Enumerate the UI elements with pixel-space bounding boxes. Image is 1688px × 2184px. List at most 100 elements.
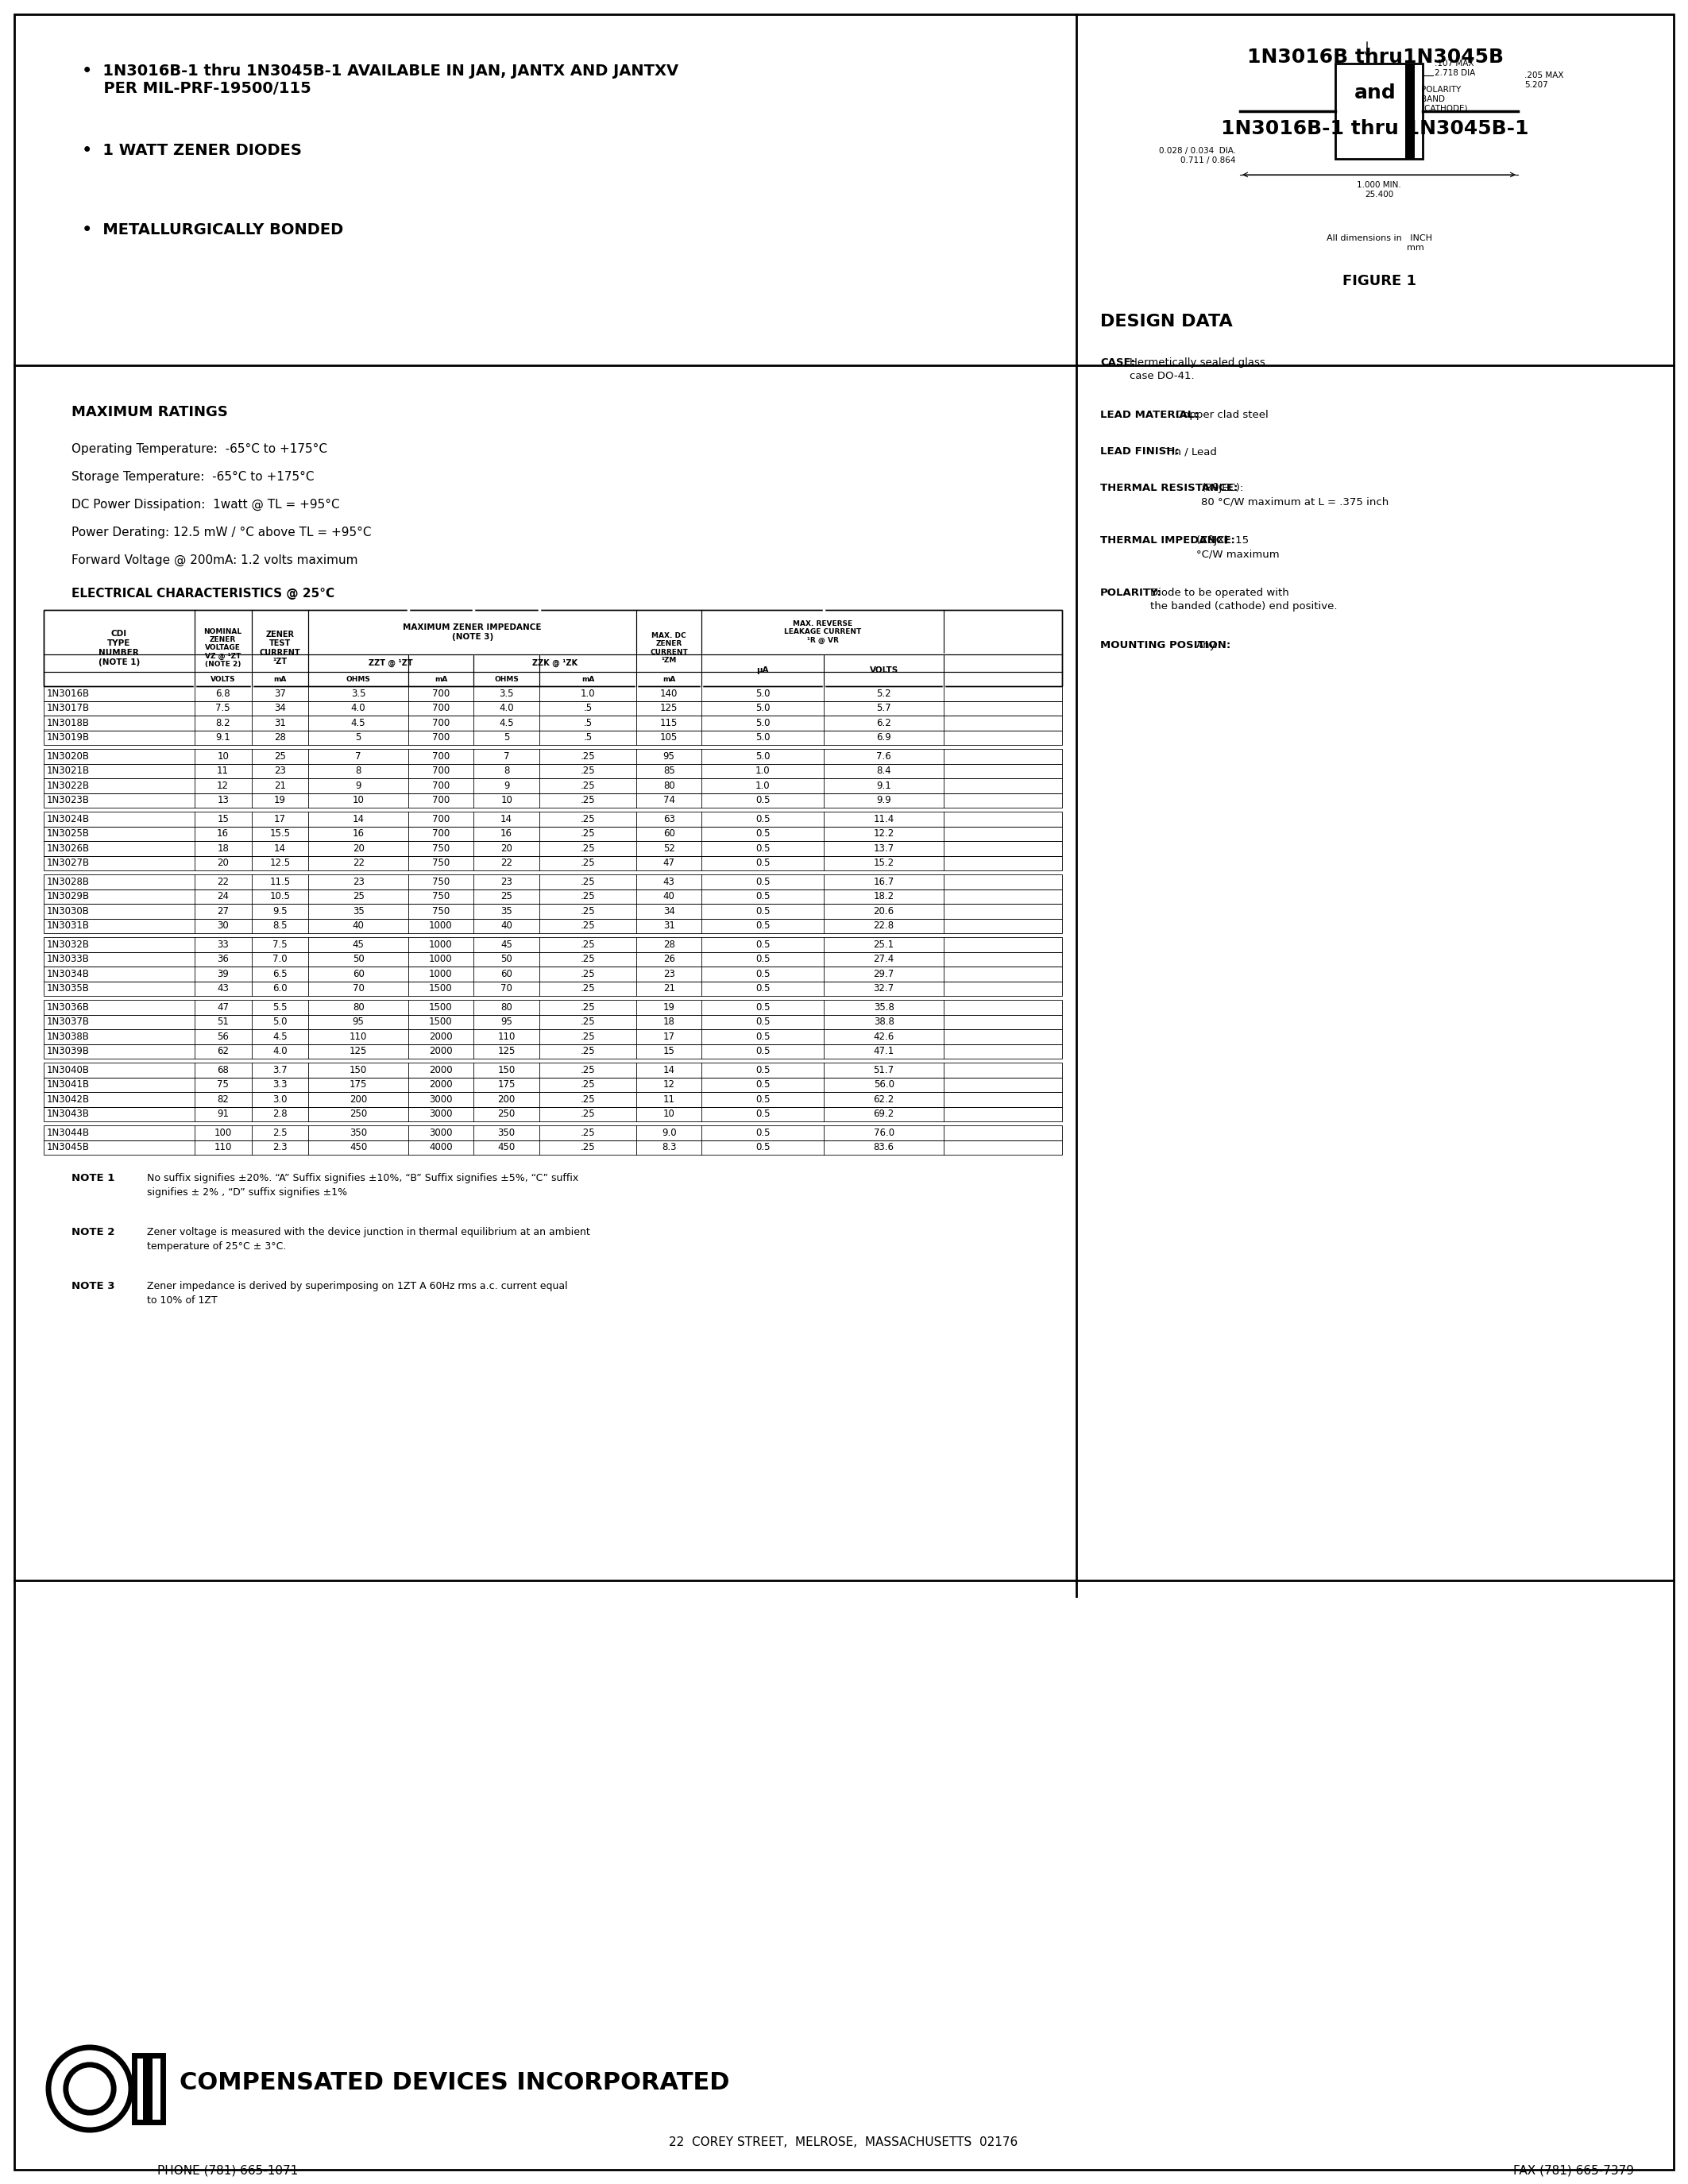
Text: 8.5: 8.5 bbox=[272, 922, 287, 930]
Text: 74: 74 bbox=[663, 795, 675, 806]
Text: 16: 16 bbox=[218, 828, 230, 839]
Text: 150: 150 bbox=[349, 1066, 368, 1075]
Text: 5.0: 5.0 bbox=[755, 719, 770, 727]
Text: 7.0: 7.0 bbox=[272, 954, 287, 965]
Text: 5: 5 bbox=[356, 732, 361, 743]
Text: 1N3035B: 1N3035B bbox=[47, 983, 89, 994]
Text: .107 MAX
2.718 DIA: .107 MAX 2.718 DIA bbox=[1435, 59, 1475, 76]
Text: •  1N3016B-1 thru 1N3045B-1 AVAILABLE IN JAN, JANTX AND JANTXV
      PER MIL-PRF: • 1N3016B-1 thru 1N3045B-1 AVAILABLE IN … bbox=[71, 63, 679, 96]
Text: 16: 16 bbox=[501, 828, 513, 839]
Text: 2000: 2000 bbox=[429, 1066, 452, 1075]
Text: 0.5: 0.5 bbox=[755, 922, 770, 930]
Text: No suffix signifies ±20%. “A” Suffix signifies ±10%, “B” Suffix signifies ±5%, “: No suffix signifies ±20%. “A” Suffix sig… bbox=[147, 1173, 579, 1197]
Text: THERMAL IMPEDANCE:: THERMAL IMPEDANCE: bbox=[1101, 535, 1236, 546]
Text: 9.0: 9.0 bbox=[662, 1127, 677, 1138]
Text: 6.8: 6.8 bbox=[216, 688, 230, 699]
Text: 2000: 2000 bbox=[429, 1079, 452, 1090]
Text: 1.0: 1.0 bbox=[581, 688, 596, 699]
Text: Diode to be operated with
the banded (cathode) end positive.: Diode to be operated with the banded (ca… bbox=[1150, 587, 1337, 612]
Text: Copper clad steel: Copper clad steel bbox=[1175, 411, 1268, 419]
Text: 60: 60 bbox=[663, 828, 675, 839]
Text: 13.7: 13.7 bbox=[873, 843, 895, 854]
Text: 1.000 MIN.
25.400: 1.000 MIN. 25.400 bbox=[1357, 181, 1401, 199]
Bar bbox=[44, 1016, 1062, 1029]
Text: 700: 700 bbox=[432, 815, 449, 823]
Text: 700: 700 bbox=[432, 732, 449, 743]
Text: •  METALLURGICALLY BONDED: • METALLURGICALLY BONDED bbox=[71, 223, 343, 238]
Text: 1N3036B: 1N3036B bbox=[47, 1002, 89, 1013]
Text: 30: 30 bbox=[218, 922, 230, 930]
Text: 63: 63 bbox=[663, 815, 675, 823]
Text: 175: 175 bbox=[498, 1079, 515, 1090]
Text: 20.6: 20.6 bbox=[873, 906, 895, 917]
Text: 23: 23 bbox=[353, 876, 365, 887]
Text: 250: 250 bbox=[349, 1109, 368, 1118]
Text: 2000: 2000 bbox=[429, 1046, 452, 1057]
Text: 43: 43 bbox=[663, 876, 675, 887]
Text: 23: 23 bbox=[273, 767, 285, 775]
Text: 0.5: 0.5 bbox=[755, 1127, 770, 1138]
Text: 7.6: 7.6 bbox=[876, 751, 891, 762]
Bar bbox=[44, 937, 1062, 952]
Text: .25: .25 bbox=[581, 1142, 596, 1153]
Text: 1N3043B: 1N3043B bbox=[47, 1109, 89, 1118]
Text: 9: 9 bbox=[356, 780, 361, 791]
Text: MOUNTING POSITION:: MOUNTING POSITION: bbox=[1101, 640, 1231, 651]
Text: NOMINAL
ZENER
VOLTAGE
VZ @ ¹ZT
(NOTE 2): NOMINAL ZENER VOLTAGE VZ @ ¹ZT (NOTE 2) bbox=[204, 629, 241, 668]
Text: 7: 7 bbox=[503, 751, 510, 762]
Text: 140: 140 bbox=[660, 688, 679, 699]
Text: ELECTRICAL CHARACTERISTICS @ 25°C: ELECTRICAL CHARACTERISTICS @ 25°C bbox=[71, 587, 334, 601]
Text: 2.8: 2.8 bbox=[272, 1109, 287, 1118]
Text: .25: .25 bbox=[581, 939, 596, 950]
Text: 700: 700 bbox=[432, 828, 449, 839]
Text: 10: 10 bbox=[353, 795, 365, 806]
Bar bbox=[44, 952, 1062, 968]
Text: Zener impedance is derived by superimposing on 1ZT A 60Hz rms a.c. current equal: Zener impedance is derived by superimpos… bbox=[147, 1282, 567, 1306]
Bar bbox=[44, 729, 1062, 745]
Text: 1N3042B: 1N3042B bbox=[47, 1094, 89, 1105]
Text: 16: 16 bbox=[353, 828, 365, 839]
Text: 0.5: 0.5 bbox=[755, 1018, 770, 1026]
Bar bbox=[44, 793, 1062, 808]
Text: 36: 36 bbox=[218, 954, 230, 965]
Text: 12.2: 12.2 bbox=[873, 828, 895, 839]
Text: 3.7: 3.7 bbox=[272, 1066, 287, 1075]
Text: 52: 52 bbox=[663, 843, 675, 854]
Text: 60: 60 bbox=[501, 970, 513, 978]
Text: .25: .25 bbox=[581, 751, 596, 762]
Text: 31: 31 bbox=[273, 719, 285, 727]
Text: 0.5: 0.5 bbox=[755, 815, 770, 823]
Bar bbox=[1335, 63, 1423, 159]
Text: 0.028 / 0.034  DIA.
0.711 / 0.864: 0.028 / 0.034 DIA. 0.711 / 0.864 bbox=[1160, 146, 1236, 164]
Text: .25: .25 bbox=[581, 1127, 596, 1138]
Text: .25: .25 bbox=[581, 1094, 596, 1105]
Text: DC Power Dissipation:  1watt @ TL = +95°C: DC Power Dissipation: 1watt @ TL = +95°C bbox=[71, 498, 339, 511]
Text: 40: 40 bbox=[663, 891, 675, 902]
Text: .25: .25 bbox=[581, 767, 596, 775]
Text: .25: .25 bbox=[581, 1031, 596, 1042]
Text: 12: 12 bbox=[218, 780, 230, 791]
Text: 0.5: 0.5 bbox=[755, 876, 770, 887]
Text: 35: 35 bbox=[501, 906, 513, 917]
Text: 12: 12 bbox=[663, 1079, 675, 1090]
Text: 700: 700 bbox=[432, 795, 449, 806]
Text: 0.5: 0.5 bbox=[755, 1066, 770, 1075]
Text: .25: .25 bbox=[581, 795, 596, 806]
Text: MAXIMUM ZENER IMPEDANCE
(NOTE 3): MAXIMUM ZENER IMPEDANCE (NOTE 3) bbox=[403, 622, 542, 642]
Text: 0.5: 0.5 bbox=[755, 1094, 770, 1105]
Text: 24: 24 bbox=[218, 891, 230, 902]
Text: 50: 50 bbox=[501, 954, 513, 965]
Text: OHMS: OHMS bbox=[346, 675, 371, 684]
Text: 22: 22 bbox=[501, 858, 513, 869]
Text: 0.5: 0.5 bbox=[755, 1031, 770, 1042]
Text: 4000: 4000 bbox=[429, 1142, 452, 1153]
Text: 25: 25 bbox=[353, 891, 365, 902]
Text: 1000: 1000 bbox=[429, 939, 452, 950]
Text: 1N3022B: 1N3022B bbox=[47, 780, 89, 791]
Text: NOTE 1: NOTE 1 bbox=[71, 1173, 115, 1184]
Text: .25: .25 bbox=[581, 1046, 596, 1057]
Text: 80: 80 bbox=[663, 780, 675, 791]
Text: (ZθJX): 15
°C/W maximum: (ZθJX): 15 °C/W maximum bbox=[1197, 535, 1280, 559]
Text: 17: 17 bbox=[663, 1031, 675, 1042]
Text: 200: 200 bbox=[498, 1094, 515, 1105]
